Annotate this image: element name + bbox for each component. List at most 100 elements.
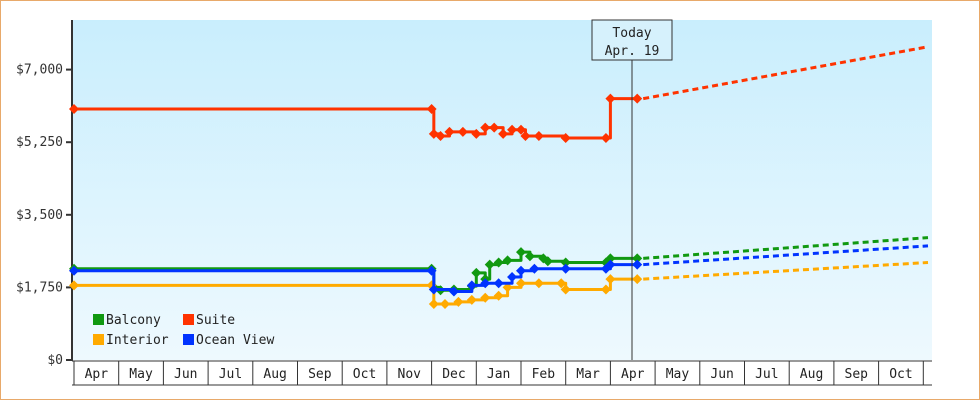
data-point-marker[interactable] [480,122,491,133]
x-tick-label: Aug [800,367,823,382]
legend-swatch [93,314,104,325]
x-tick-label: Sep [308,367,332,382]
data-point-marker[interactable] [493,290,504,301]
data-point-marker[interactable] [600,133,611,144]
x-tick-label: Oct [889,367,912,382]
data-point-marker[interactable] [533,130,544,141]
x-tick-label: Jul [755,367,778,382]
data-point-marker[interactable] [502,282,513,293]
data-point-marker[interactable] [489,122,500,133]
forecast-line [643,244,929,267]
data-point-marker[interactable] [516,265,526,276]
legend-swatch [183,334,194,345]
data-point-marker[interactable] [471,128,482,139]
x-tick-label: Jun [710,367,733,382]
data-point-marker[interactable] [605,274,616,285]
data-point-marker[interactable] [632,259,643,270]
x-tick-label: Apr [621,367,645,382]
x-tick-label: Nov [398,367,422,382]
data-point-marker[interactable] [426,104,437,115]
forecast-line [643,236,929,260]
data-point-marker[interactable] [69,280,79,291]
y-tick-label: $1,750 [16,280,63,295]
data-point-marker[interactable] [453,296,464,307]
data-point-marker[interactable] [560,133,571,144]
data-point-marker[interactable] [471,267,482,278]
data-point-marker[interactable] [498,128,509,139]
legend-label: Suite [196,313,235,328]
x-tick-label: Jan [487,367,510,382]
data-point-marker[interactable] [457,126,468,137]
data-point-marker[interactable] [484,259,495,270]
legend-item-ocean-view[interactable]: Ocean View [183,333,274,348]
data-point-marker[interactable] [605,259,616,270]
data-point-marker[interactable] [428,284,439,295]
data-point-marker[interactable] [600,284,611,295]
data-point-marker[interactable] [556,278,567,289]
y-tick-label: $0 [47,353,63,368]
data-point-marker[interactable] [542,256,553,267]
data-point-marker[interactable] [632,93,643,104]
data-point-marker[interactable] [560,284,571,295]
x-tick-label: May [129,367,153,382]
data-point-marker[interactable] [507,124,518,135]
x-tick-label: Sep [845,367,869,382]
data-point-marker[interactable] [480,292,491,303]
data-point-marker[interactable] [516,278,526,289]
data-point-marker[interactable] [428,298,439,309]
data-point-marker[interactable] [632,253,643,264]
data-point-marker[interactable] [560,263,571,274]
series-ocean-view [69,244,929,297]
data-point-marker[interactable] [507,272,518,283]
data-point-marker[interactable] [69,104,79,115]
data-point-marker[interactable] [502,255,513,266]
data-point-marker[interactable] [493,257,504,268]
today-date: Apr. 19 [605,44,660,59]
x-tick-label: May [666,367,690,382]
data-point-marker[interactable] [560,257,571,268]
data-point-marker[interactable] [69,265,79,276]
plot-area [72,20,932,360]
data-point-marker[interactable] [493,278,504,289]
data-point-marker[interactable] [524,251,535,262]
x-tick-label: Jul [219,367,242,382]
data-point-marker[interactable] [466,294,477,305]
x-tick-label: Dec [442,367,465,382]
x-tick-label: Aug [263,367,286,382]
x-tick-label: Oct [353,367,376,382]
data-point-marker[interactable] [466,280,477,291]
y-tick-label: $3,500 [16,208,63,223]
series-layer [69,45,929,309]
x-axis: Apr May Jun Jul Aug Sep Oct Nov Dec Jan Feb Mar Apr M… [72,360,932,386]
data-point-marker[interactable] [448,286,459,297]
legend-item-suite[interactable]: Suite [183,313,235,328]
legend-swatch [93,334,104,345]
data-point-marker[interactable] [516,124,526,135]
data-point-marker[interactable] [520,130,531,141]
data-point-marker[interactable] [605,253,616,264]
data-point-marker[interactable] [426,265,437,276]
data-point-marker[interactable] [533,278,544,289]
series-interior [69,261,929,309]
data-point-marker[interactable] [435,130,446,141]
legend-item-interior[interactable]: Interior [93,333,169,348]
data-point-marker[interactable] [444,126,455,137]
y-tick-label: $5,250 [16,135,63,150]
data-point-marker[interactable] [480,278,491,289]
today-marker: Today Apr. 19 [591,19,673,360]
series-suite [69,45,929,144]
data-point-marker[interactable] [440,298,451,309]
legend-item-balcony[interactable]: Balcony [93,313,161,328]
data-point-marker[interactable] [632,274,643,285]
data-point-marker[interactable] [529,263,540,274]
x-tick-label: Apr [85,367,109,382]
data-point-marker[interactable] [516,247,526,258]
legend-label: Ocean View [196,333,274,348]
today-label-box [591,19,673,61]
data-point-marker[interactable] [605,93,616,104]
today-label: Today [612,26,651,41]
x-tick-label: Feb [532,367,556,382]
legend: Balcony Suite Interior Ocean View [93,313,274,348]
